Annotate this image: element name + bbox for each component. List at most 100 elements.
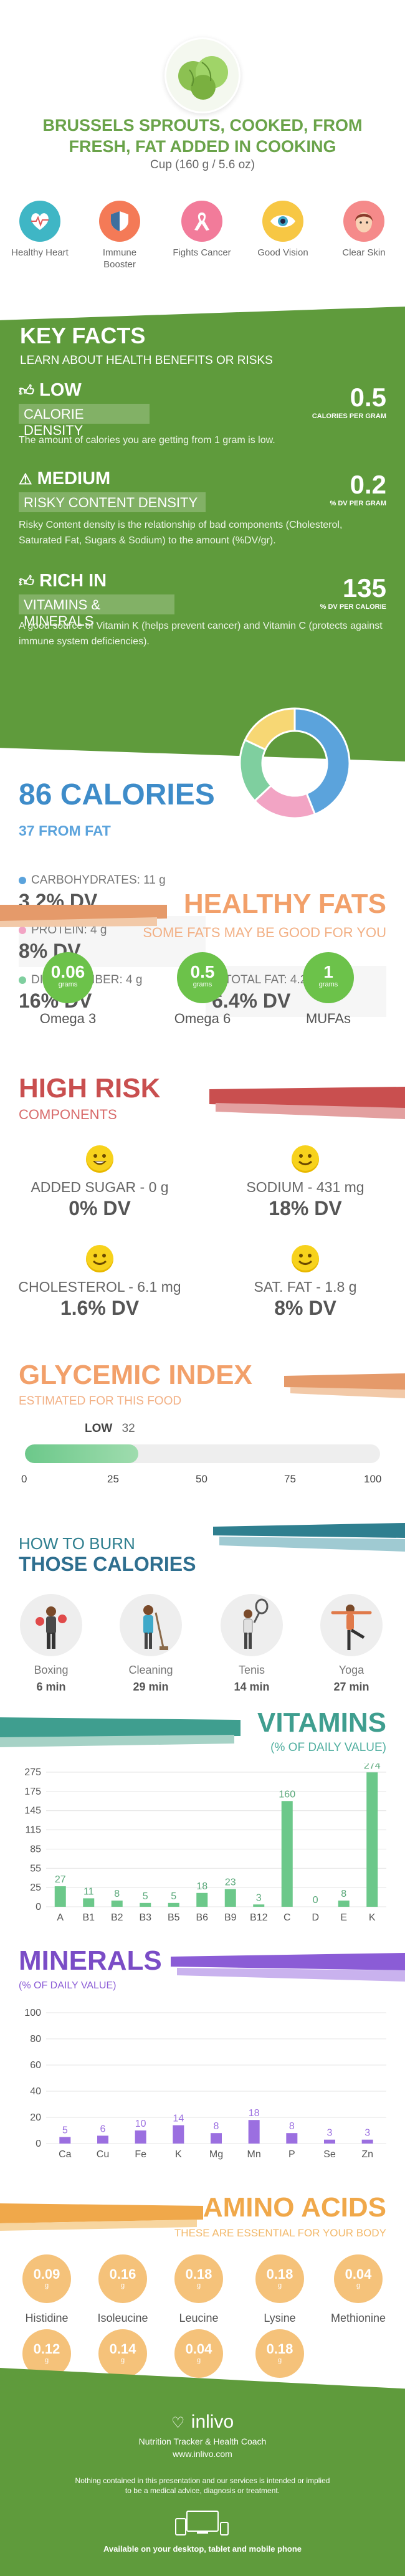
nutrient-label: TOTAL FAT: 4.2 g [224, 973, 317, 986]
amino-circle: 0.04 g [334, 2254, 383, 2303]
amino-name: Isoleucine [97, 2312, 148, 2324]
risk-label: SODIUM - 431 mg [246, 1179, 364, 1195]
x-tick-label: Zn [361, 2149, 373, 2160]
minerals-title: MINERALS [19, 1945, 162, 1976]
risk-dv: 8% DV [274, 1297, 336, 1319]
y-tick-label: 20 [30, 2112, 41, 2123]
burn-minutes: 27 min [333, 1681, 369, 1693]
benefit-healthy-heart: Healthy Heart [9, 201, 71, 259]
bar [54, 1886, 66, 1907]
omega3-circle: 0.06 grams [42, 952, 93, 1003]
amino-circle: 0.09 g [22, 2254, 71, 2303]
bar [248, 2120, 260, 2144]
donut-slice [244, 707, 296, 751]
level-text: LOW [39, 380, 82, 400]
amino-circle: 0.14 g [98, 2329, 147, 2378]
bar-value-label: 3 [364, 2128, 370, 2139]
burn-title-line-1: HOW TO BURN [19, 1534, 135, 1553]
healthy-fats-subtitle: SOME FATS MAY BE GOOD FOR YOU [143, 925, 386, 940]
brand-name: inlivo [191, 2411, 234, 2432]
amino-unit: g [44, 2282, 49, 2289]
bar [196, 1892, 208, 1907]
minerals-bar-chart: 0 20 40 60 80 100 5 Ca 6 Cu 10 Fe 14 K 8 Mg 18 Mn 8 P 3 Se 3 Z… [24, 2008, 386, 2160]
amino-unit: g [277, 2282, 282, 2289]
x-tick-label: P [288, 2149, 295, 2160]
amino-value: 0.16 [109, 2266, 136, 2282]
x-tick-label: B12 [250, 1912, 268, 1923]
benefit-clear-skin: Clear Skin [333, 201, 395, 259]
gi-tick: 0 [21, 1473, 27, 1485]
nutrient-label: CARBOHYDRATES: 11 g [31, 874, 166, 887]
amino-value: 0.12 [33, 2341, 60, 2357]
amino-name: Leucine [179, 2312, 219, 2324]
amino-unit: g [120, 2282, 125, 2289]
burn-cleaning: Cleaning 29 min [107, 1594, 194, 1694]
x-tick-label: B6 [196, 1912, 208, 1923]
risk-sodium: SODIUM - 431 mg 18% DV [212, 1145, 399, 1220]
title-line-1: BRUSSELS SPROUTS, COOKED, FROM [42, 116, 363, 135]
carbs-dot [19, 876, 26, 884]
fiber-dot [19, 976, 26, 984]
y-tick-label: 55 [30, 1863, 41, 1874]
bar [168, 1902, 179, 1907]
amino-circle: 0.18 g [255, 2329, 304, 2378]
amino-subtitle: THESE ARE ESSENTIAL FOR YOUR BODY [174, 2227, 386, 2239]
amino-name: Histidine [25, 2312, 69, 2324]
bar [224, 1889, 236, 1907]
x-tick-label: B9 [224, 1912, 237, 1923]
risk-sat-fat: SAT. FAT - 1.8 g 8% DV [212, 1245, 399, 1320]
bar-value-label: 14 [173, 2114, 184, 2124]
bar-value-label: 160 [279, 1789, 295, 1800]
burn-minutes: 29 min [133, 1681, 169, 1693]
amino-value: 0.18 [266, 2341, 293, 2357]
bar-value-label: 23 [225, 1877, 236, 1888]
glycemic-banner [284, 1373, 405, 1398]
bar [253, 1904, 265, 1907]
benefit-label: Fights Cancer [173, 247, 231, 258]
vitamins-banner [0, 1717, 241, 1747]
y-tick-label: 145 [24, 1806, 41, 1816]
face-icon [343, 201, 384, 242]
burn-tennis: Tenis 14 min [208, 1594, 295, 1694]
nutrient-total-fat: TOTAL FAT: 4.2 g 6.4% DV [206, 966, 386, 1017]
burn-minutes: 14 min [234, 1681, 270, 1693]
amino-name: Lysine [264, 2312, 296, 2324]
bar-value-label: 5 [143, 1891, 148, 1902]
y-tick-label: 40 [30, 2086, 41, 2097]
amino-banner [0, 2203, 203, 2231]
y-tick-label: 100 [24, 2008, 41, 2018]
warning-icon: ⚠ [19, 471, 32, 488]
macronutrient-donut-chart [239, 707, 351, 819]
amino-unit: g [277, 2357, 282, 2364]
fat-unit: grams [58, 981, 78, 988]
platforms-text: Available on your desktop, tablet and mo… [103, 2544, 302, 2554]
calorie-density-level: 👍︎ LOW [19, 380, 82, 401]
burn-activity: Boxing [34, 1664, 69, 1676]
bar-value-label: 10 [135, 2119, 146, 2129]
glycemic-title: GLYCEMIC INDEX [19, 1360, 252, 1390]
brand-url: www.inlivo.com [173, 2449, 232, 2459]
amino-circle: 0.18 g [255, 2254, 304, 2303]
burn-minutes: 6 min [36, 1681, 66, 1693]
glycemic-fill [25, 1444, 139, 1463]
bar-value-label: 274 [364, 1763, 381, 1771]
thumbs-up-icon: 👍︎ [19, 383, 35, 399]
vitamins-minerals-value: 135 [342, 573, 386, 603]
burn-boxing: Boxing 6 min [7, 1594, 95, 1694]
y-tick-label: 0 [36, 1902, 41, 1912]
vitamins-bar-chart: 0 25 55 85 115 145 175 275 27 A 11 B1 8 B2 5 B3 5 B5 18 B6… [24, 1763, 386, 1923]
x-tick-label: B1 [82, 1912, 95, 1923]
amino-value: 0.18 [266, 2266, 293, 2282]
bar-value-label: 8 [114, 1889, 120, 1899]
high-risk-banner [209, 1087, 405, 1119]
calorie-density-description: The amount of calories you are getting f… [19, 435, 275, 446]
risk-cholesterol: CHOLESTEROL - 6.1 mg 1.6% DV [6, 1245, 193, 1320]
benefit-label: Clear Skin [342, 247, 386, 258]
mufas-circle: 1 grams [303, 952, 354, 1003]
smile-face-icon [292, 1245, 319, 1272]
bar [97, 2135, 108, 2144]
risk-label: ADDED SUGAR - 0 g [31, 1179, 169, 1195]
nutrient-dv: 6.4% DV [212, 990, 291, 1012]
fat-unit: grams [318, 981, 338, 988]
